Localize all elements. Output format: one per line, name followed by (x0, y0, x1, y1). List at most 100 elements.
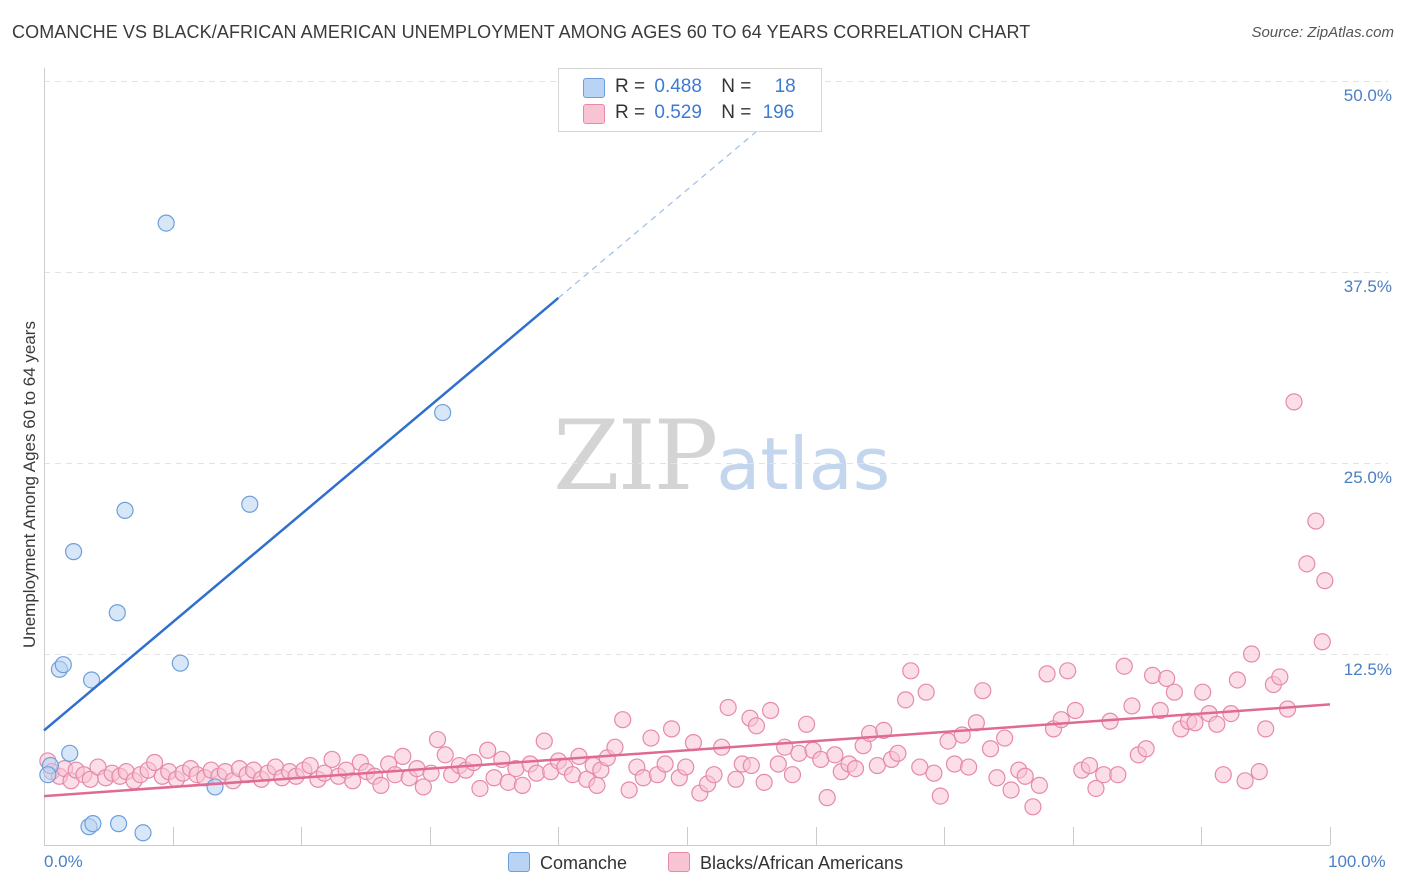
comanche-point (157, 214, 175, 232)
y-tick-label: 50.0% (1343, 86, 1392, 105)
black-point (902, 662, 920, 680)
y-tick-label: 12.5% (1343, 660, 1392, 679)
comanche-point (54, 656, 72, 674)
black-point (761, 701, 780, 720)
bottom-legend-label: Comanche (540, 853, 628, 873)
black-point (1194, 683, 1212, 701)
black-point (1242, 645, 1261, 663)
black-point (846, 759, 865, 778)
black-point (642, 729, 660, 747)
legend-swatch-black (583, 104, 605, 124)
comanche-point (64, 543, 83, 561)
black-point (1059, 662, 1077, 680)
black-point (861, 724, 879, 743)
black-point (428, 730, 447, 749)
bottom-legend-swatch-black (668, 852, 690, 872)
y-tick-label: 25.0% (1343, 468, 1392, 487)
black-point (960, 758, 978, 776)
x-tick-label: 0.0% (44, 852, 83, 871)
black-point (981, 740, 1000, 758)
black-point (1307, 512, 1325, 530)
black-point (1066, 701, 1084, 720)
bottom-legend-comanche: Comanche (508, 852, 627, 874)
comanche-point (39, 766, 57, 784)
black-point (1151, 701, 1169, 720)
comanche-point (134, 824, 152, 842)
black-point (747, 717, 766, 735)
legend-swatch-comanche (583, 78, 605, 98)
legend-n-value: 18 (774, 76, 796, 97)
black-point (1214, 766, 1232, 784)
black-point (1186, 714, 1204, 732)
black-point (1298, 555, 1316, 573)
comanche-trend-line (43, 297, 560, 732)
black-point (996, 729, 1014, 747)
black-point (797, 715, 816, 733)
legend-r-label: R = (615, 76, 646, 97)
black-point (1257, 720, 1275, 738)
black-point (1228, 671, 1247, 689)
black-point (1250, 763, 1268, 781)
black-point (818, 789, 836, 807)
watermark-zip: ZIP (553, 400, 718, 512)
chart-title: COMANCHE VS BLACK/AFRICAN AMERICAN UNEMP… (12, 22, 1031, 42)
black-point (479, 741, 497, 759)
black-point (1016, 767, 1034, 785)
black-point (662, 720, 681, 738)
comanche-point (171, 654, 189, 672)
x-tick-label: 100.0% (1328, 852, 1386, 871)
black-point (1285, 393, 1303, 411)
black-point (620, 781, 638, 799)
black-point (1024, 798, 1042, 816)
black-point (755, 773, 773, 791)
black-point (301, 756, 319, 775)
black-point (471, 779, 489, 798)
bottom-legend-black: Blacks/African Americans (668, 852, 903, 874)
black-point (1165, 683, 1183, 701)
black-point (931, 787, 949, 805)
black-point (464, 753, 483, 772)
legend-r-value: 0.529 (654, 102, 702, 123)
black-point (588, 776, 606, 795)
black-point (897, 691, 915, 709)
black-point (527, 764, 546, 782)
legend: R = 0.488 N = 18 R = 0.529 N = 196 (558, 68, 822, 132)
black-point (1080, 756, 1099, 775)
legend-n-value: 196 (762, 102, 795, 123)
black-point (939, 732, 957, 750)
black-trend-line (43, 703, 1331, 798)
bottom-legend-label: Blacks/African Americans (700, 853, 904, 873)
black-point (727, 770, 745, 788)
black-point (1158, 669, 1176, 688)
black-point (1143, 666, 1162, 684)
black-point (790, 744, 808, 762)
black-point (1002, 781, 1020, 799)
black-point (372, 776, 390, 795)
black-point (1208, 715, 1226, 733)
black-point (614, 711, 632, 729)
black-point (988, 769, 1006, 787)
black-point (719, 698, 737, 717)
black-point (563, 766, 582, 784)
black-point (875, 721, 893, 740)
black-point (1222, 704, 1240, 723)
black-point (1087, 779, 1105, 798)
legend-r-value: 0.488 (654, 76, 702, 97)
black-point (656, 755, 674, 773)
black-point (1052, 711, 1070, 729)
black-point (1313, 633, 1331, 651)
black-point (945, 755, 964, 773)
black-point (1236, 772, 1254, 790)
black-point (323, 750, 341, 769)
black-point (535, 732, 553, 750)
black-point (911, 758, 929, 776)
black-point (1038, 665, 1056, 683)
black-point (783, 766, 802, 784)
black-point (634, 769, 652, 787)
black-point (606, 738, 624, 756)
legend-text: R = 0.488 N = 18 (615, 76, 796, 98)
black-point (1115, 657, 1133, 675)
legend-n-label: N = (721, 76, 752, 97)
comanche-point (84, 815, 102, 833)
bottom-legend-swatch-comanche (508, 852, 530, 872)
